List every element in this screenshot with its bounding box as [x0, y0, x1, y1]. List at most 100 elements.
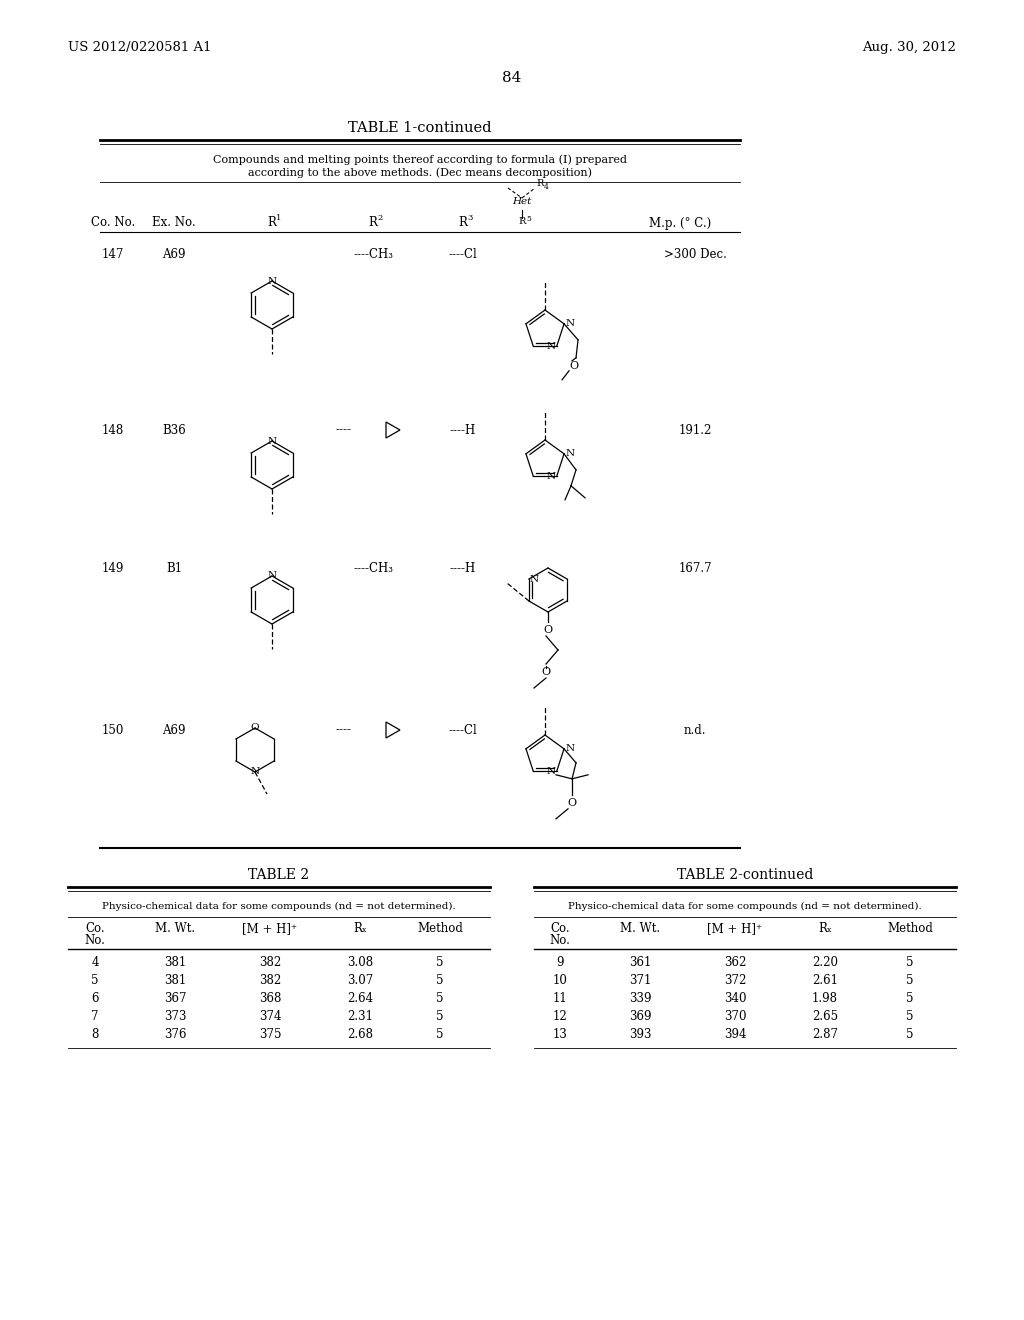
Text: N: N	[267, 276, 276, 285]
Text: M.p. (° C.): M.p. (° C.)	[649, 216, 711, 230]
Text: ----: ----	[335, 723, 351, 737]
Text: 7: 7	[91, 1011, 98, 1023]
Text: A69: A69	[162, 723, 185, 737]
Text: N: N	[565, 319, 574, 329]
Text: O: O	[542, 667, 551, 677]
Text: 2: 2	[378, 214, 383, 222]
Text: 5: 5	[436, 1011, 443, 1023]
Text: ----H: ----H	[450, 424, 476, 437]
Text: Co.: Co.	[550, 923, 569, 936]
Text: 147: 147	[101, 248, 124, 261]
Text: Compounds and melting points thereof according to formula (I) prepared: Compounds and melting points thereof acc…	[213, 154, 627, 165]
Text: O: O	[569, 360, 579, 371]
Text: R: R	[518, 218, 525, 227]
Text: Aug. 30, 2012: Aug. 30, 2012	[862, 41, 956, 54]
Text: R: R	[267, 216, 276, 230]
Text: 5: 5	[906, 974, 913, 987]
Text: Method: Method	[887, 923, 933, 936]
Text: 381: 381	[164, 974, 186, 987]
Text: 393: 393	[629, 1028, 651, 1041]
Text: Co.: Co.	[85, 923, 104, 936]
Text: N: N	[267, 572, 276, 581]
Text: Het: Het	[512, 198, 531, 206]
Text: 372: 372	[724, 974, 746, 987]
Text: 381: 381	[164, 957, 186, 969]
Text: 3.08: 3.08	[347, 957, 373, 969]
Text: N: N	[267, 437, 276, 446]
Text: 369: 369	[629, 1011, 651, 1023]
Text: 374: 374	[259, 1011, 282, 1023]
Text: 371: 371	[629, 974, 651, 987]
Text: R: R	[369, 216, 378, 230]
Text: O: O	[544, 624, 553, 635]
Text: N: N	[547, 342, 556, 351]
Text: N: N	[547, 767, 556, 776]
Text: 1: 1	[276, 214, 282, 222]
Text: N: N	[565, 449, 574, 458]
Text: R: R	[536, 180, 544, 189]
Text: M. Wt.: M. Wt.	[155, 923, 195, 936]
Text: Method: Method	[417, 923, 463, 936]
Text: 340: 340	[724, 993, 746, 1006]
Text: 1.98: 1.98	[812, 993, 838, 1006]
Text: 3.07: 3.07	[347, 974, 373, 987]
Text: 367: 367	[164, 993, 186, 1006]
Text: Rₓ: Rₓ	[353, 923, 367, 936]
Text: 382: 382	[259, 957, 282, 969]
Text: Physico-chemical data for some compounds (nd = not determined).: Physico-chemical data for some compounds…	[568, 902, 922, 911]
Text: US 2012/0220581 A1: US 2012/0220581 A1	[68, 41, 212, 54]
Text: 368: 368	[259, 993, 282, 1006]
Text: O: O	[567, 797, 577, 808]
Text: 13: 13	[553, 1028, 567, 1041]
Text: O: O	[251, 723, 259, 733]
Text: 5: 5	[436, 993, 443, 1006]
Text: ----H: ----H	[450, 561, 476, 574]
Text: 5: 5	[91, 974, 98, 987]
Text: 373: 373	[164, 1011, 186, 1023]
Text: ----Cl: ----Cl	[449, 248, 477, 261]
Text: Physico-chemical data for some compounds (nd = not determined).: Physico-chemical data for some compounds…	[102, 902, 456, 911]
Text: Ex. No.: Ex. No.	[153, 216, 196, 230]
Text: 4: 4	[91, 957, 98, 969]
Text: 12: 12	[553, 1011, 567, 1023]
Text: 370: 370	[724, 1011, 746, 1023]
Text: TABLE 2-continued: TABLE 2-continued	[677, 869, 813, 882]
Text: 2.65: 2.65	[812, 1011, 838, 1023]
Text: 5: 5	[906, 957, 913, 969]
Text: 376: 376	[164, 1028, 186, 1041]
Text: N: N	[565, 744, 574, 754]
Text: 9: 9	[556, 957, 564, 969]
Text: ----: ----	[335, 424, 351, 437]
Text: 150: 150	[101, 723, 124, 737]
Text: A69: A69	[162, 248, 185, 261]
Text: 11: 11	[553, 993, 567, 1006]
Text: TABLE 2: TABLE 2	[249, 869, 309, 882]
Text: N: N	[530, 574, 539, 583]
Text: 2.31: 2.31	[347, 1011, 373, 1023]
Text: 5: 5	[906, 993, 913, 1006]
Text: 2.64: 2.64	[347, 993, 373, 1006]
Text: M. Wt.: M. Wt.	[620, 923, 660, 936]
Text: R: R	[459, 216, 467, 230]
Text: 2.87: 2.87	[812, 1028, 838, 1041]
Text: 2.61: 2.61	[812, 974, 838, 987]
Text: 84: 84	[503, 71, 521, 84]
Text: No.: No.	[550, 935, 570, 948]
Text: N: N	[547, 471, 556, 480]
Text: 3: 3	[467, 214, 473, 222]
Text: TABLE 1-continued: TABLE 1-continued	[348, 121, 492, 135]
Text: 5: 5	[436, 957, 443, 969]
Text: [M + H]⁺: [M + H]⁺	[708, 923, 763, 936]
Text: 2.68: 2.68	[347, 1028, 373, 1041]
Text: N: N	[251, 767, 259, 776]
Text: ----CH₃: ----CH₃	[353, 248, 393, 261]
Text: 2.20: 2.20	[812, 957, 838, 969]
Text: 362: 362	[724, 957, 746, 969]
Text: n.d.: n.d.	[684, 723, 707, 737]
Text: [M + H]⁺: [M + H]⁺	[243, 923, 298, 936]
Text: 5: 5	[436, 1028, 443, 1041]
Text: Rₓ: Rₓ	[818, 923, 831, 936]
Text: ----CH₃: ----CH₃	[353, 561, 393, 574]
Text: 375: 375	[259, 1028, 282, 1041]
Text: 361: 361	[629, 957, 651, 969]
